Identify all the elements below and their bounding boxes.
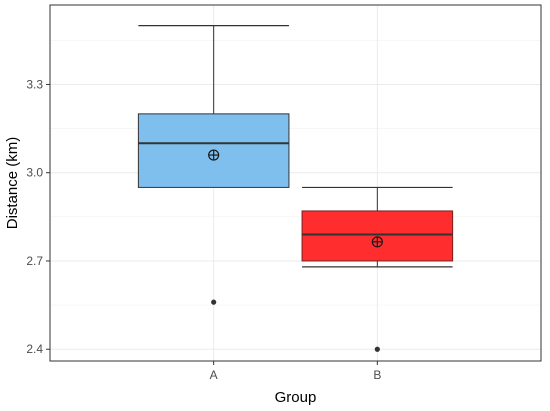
x-axis-title: Group: [275, 389, 317, 406]
y-axis-title: Distance (km): [4, 137, 21, 230]
y-tick-label: 3.0: [26, 166, 43, 180]
plot-panel-border: [49, 4, 542, 362]
box-group-a: [137, 24, 290, 305]
x-tick-label: B: [373, 368, 381, 382]
y-tick-label: 3.3: [26, 77, 43, 91]
y-axis: 2.4 2.7 3.0 3.3: [26, 77, 50, 356]
y-tick-label: 2.4: [26, 342, 43, 356]
outlier-point: [211, 299, 217, 305]
box-layer: [137, 24, 454, 352]
y-tick-label: 2.7: [26, 254, 43, 268]
box-iqr: [301, 210, 454, 262]
box-group-b: [301, 186, 454, 352]
outlier-point: [374, 346, 380, 352]
grid-layer: [50, 5, 541, 361]
x-tick-label: A: [210, 368, 218, 382]
